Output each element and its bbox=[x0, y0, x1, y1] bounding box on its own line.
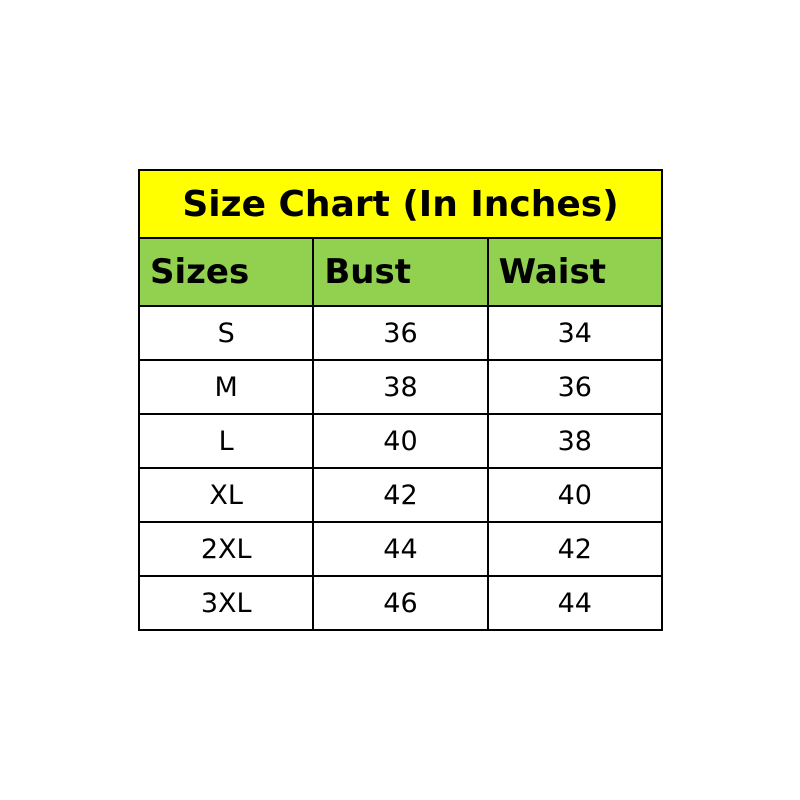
size-cell: 3XL bbox=[137, 575, 315, 631]
bust-cell: 40 bbox=[312, 413, 489, 469]
size-cell: 2XL bbox=[137, 521, 315, 577]
waist-cell: 36 bbox=[486, 359, 664, 415]
header-row: Sizes Bust Waist bbox=[137, 237, 664, 307]
size-cell: M bbox=[137, 359, 315, 415]
table-row: L 40 38 bbox=[137, 413, 664, 469]
waist-cell: 42 bbox=[486, 521, 664, 577]
bust-cell: 44 bbox=[312, 521, 489, 577]
table-row: S 36 34 bbox=[137, 305, 664, 361]
table-title: Size Chart (In Inches) bbox=[138, 169, 663, 239]
header-waist: Waist bbox=[486, 237, 664, 307]
bust-cell: 36 bbox=[312, 305, 489, 361]
bust-cell: 42 bbox=[312, 467, 489, 523]
table-row: XL 42 40 bbox=[137, 467, 664, 523]
waist-cell: 38 bbox=[486, 413, 664, 469]
table-row: 3XL 46 44 bbox=[137, 575, 664, 631]
table-row: M 38 36 bbox=[137, 359, 664, 415]
size-chart-table: Size Chart (In Inches) Sizes Bust Waist … bbox=[137, 169, 664, 631]
bust-cell: 46 bbox=[312, 575, 489, 631]
size-cell: L bbox=[137, 413, 315, 469]
bust-cell: 38 bbox=[312, 359, 489, 415]
header-bust: Bust bbox=[312, 237, 489, 307]
header-sizes: Sizes bbox=[137, 237, 315, 307]
size-cell: XL bbox=[137, 467, 315, 523]
waist-cell: 44 bbox=[486, 575, 664, 631]
size-cell: S bbox=[137, 305, 315, 361]
waist-cell: 40 bbox=[486, 467, 664, 523]
waist-cell: 34 bbox=[486, 305, 664, 361]
table-row: 2XL 44 42 bbox=[137, 521, 664, 577]
